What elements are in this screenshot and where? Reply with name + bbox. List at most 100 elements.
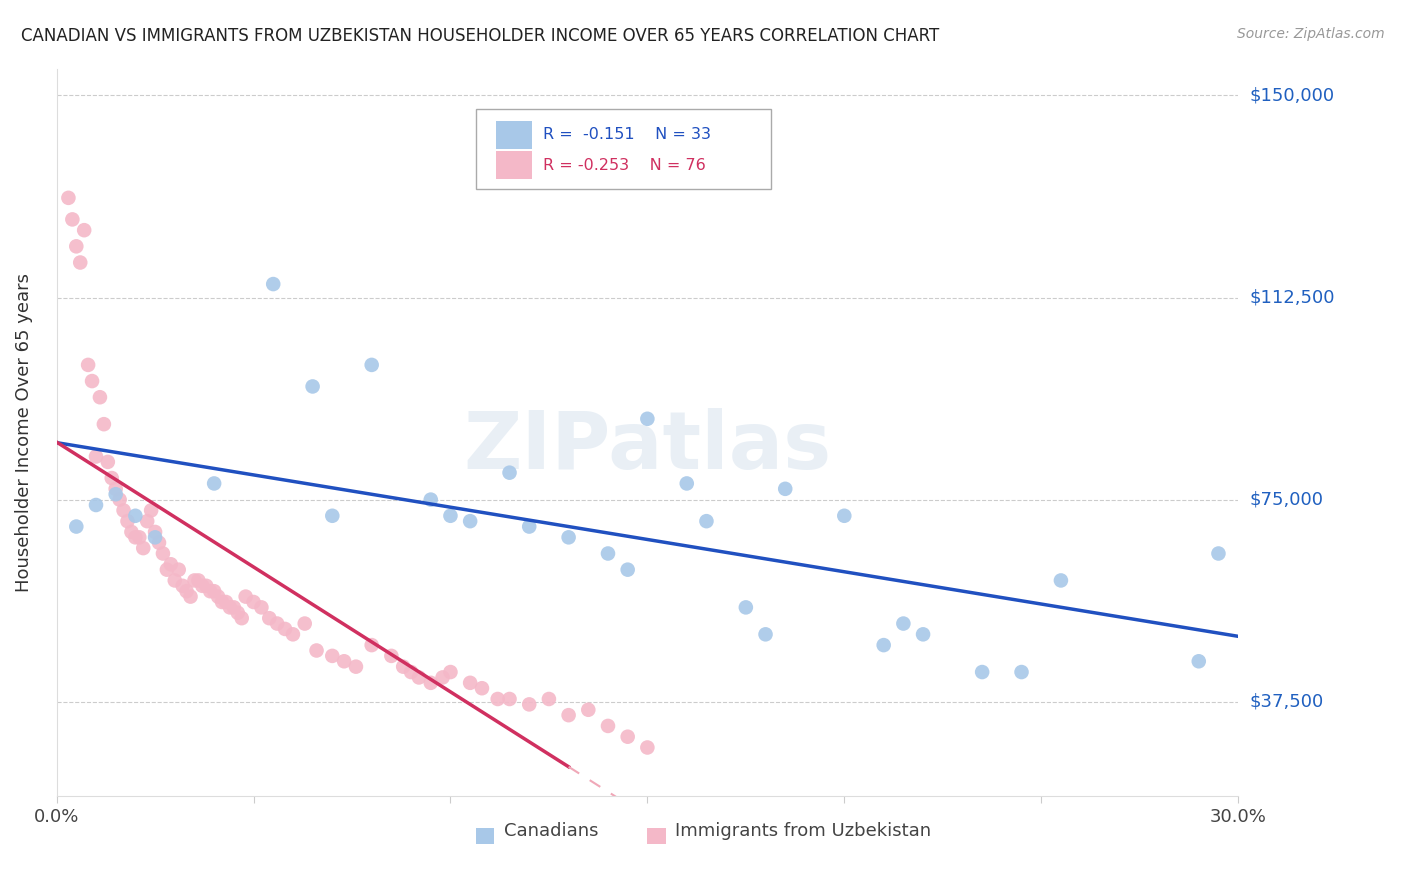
Text: CANADIAN VS IMMIGRANTS FROM UZBEKISTAN HOUSEHOLDER INCOME OVER 65 YEARS CORRELAT: CANADIAN VS IMMIGRANTS FROM UZBEKISTAN H…: [21, 27, 939, 45]
Point: [259, 611, 281, 625]
Point: [458, 514, 481, 528]
Point: [120, 524, 142, 539]
Point: [439, 508, 461, 523]
Point: [139, 503, 162, 517]
Point: [266, 616, 288, 631]
Point: [77, 358, 100, 372]
Y-axis label: Householder Income Over 65 years: Householder Income Over 65 years: [15, 273, 32, 591]
Point: [93, 417, 115, 432]
Text: Source: ZipAtlas.com: Source: ZipAtlas.com: [1237, 27, 1385, 41]
Point: [596, 547, 619, 561]
Point: [65, 239, 87, 253]
Text: $37,500: $37,500: [1250, 693, 1323, 711]
Text: Immigrants from Uzbekistan: Immigrants from Uzbekistan: [675, 822, 931, 840]
Point: [231, 611, 253, 625]
Point: [294, 616, 316, 631]
Point: [159, 558, 181, 572]
Point: [912, 627, 935, 641]
Point: [498, 466, 520, 480]
FancyBboxPatch shape: [496, 152, 531, 179]
Point: [84, 450, 107, 464]
Point: [458, 676, 481, 690]
Point: [360, 638, 382, 652]
Point: [773, 482, 796, 496]
Point: [281, 627, 304, 641]
Point: [498, 692, 520, 706]
Point: [893, 616, 915, 631]
Point: [195, 579, 218, 593]
Point: [333, 654, 356, 668]
Point: [180, 590, 202, 604]
Point: [675, 476, 697, 491]
FancyBboxPatch shape: [647, 828, 665, 844]
Point: [136, 514, 159, 528]
Point: [596, 719, 619, 733]
Point: [1050, 574, 1073, 588]
Point: [305, 643, 328, 657]
Point: [832, 508, 855, 523]
Point: [1011, 665, 1033, 679]
Point: [274, 622, 297, 636]
Point: [734, 600, 756, 615]
Point: [754, 627, 776, 641]
Text: R =  -0.151    N = 33: R = -0.151 N = 33: [543, 128, 711, 142]
Point: [636, 740, 658, 755]
Point: [321, 648, 343, 663]
Point: [108, 492, 131, 507]
Point: [117, 514, 139, 528]
Point: [202, 476, 225, 491]
Text: $112,500: $112,500: [1250, 288, 1334, 307]
Point: [143, 524, 166, 539]
Point: [408, 670, 430, 684]
Point: [972, 665, 994, 679]
Point: [301, 379, 323, 393]
Point: [211, 595, 233, 609]
Point: [202, 584, 225, 599]
Point: [695, 514, 717, 528]
Point: [191, 579, 214, 593]
Point: [104, 487, 127, 501]
Point: [486, 692, 509, 706]
Point: [517, 519, 540, 533]
Point: [73, 223, 96, 237]
Point: [187, 574, 209, 588]
Point: [321, 508, 343, 523]
Text: R = -0.253    N = 76: R = -0.253 N = 76: [543, 158, 706, 173]
Point: [235, 590, 257, 604]
Point: [1208, 547, 1230, 561]
Point: [176, 584, 198, 599]
Point: [200, 584, 222, 599]
Point: [143, 530, 166, 544]
Point: [80, 374, 103, 388]
Point: [124, 530, 146, 544]
Point: [537, 692, 560, 706]
Point: [557, 708, 579, 723]
FancyBboxPatch shape: [496, 121, 531, 149]
Point: [69, 255, 91, 269]
Point: [112, 503, 135, 517]
Point: [207, 590, 229, 604]
FancyBboxPatch shape: [477, 828, 495, 844]
Text: Canadians: Canadians: [503, 822, 598, 840]
Point: [183, 574, 205, 588]
Point: [250, 600, 273, 615]
Point: [60, 212, 83, 227]
Point: [156, 563, 179, 577]
Point: [517, 698, 540, 712]
Point: [439, 665, 461, 679]
Point: [222, 600, 245, 615]
Point: [167, 563, 190, 577]
Point: [344, 659, 367, 673]
Point: [226, 606, 249, 620]
Point: [419, 676, 441, 690]
Point: [104, 482, 127, 496]
Point: [399, 665, 422, 679]
Point: [219, 600, 242, 615]
FancyBboxPatch shape: [477, 109, 772, 188]
Point: [148, 535, 170, 549]
Point: [100, 471, 122, 485]
Point: [58, 191, 80, 205]
Point: [616, 730, 638, 744]
Point: [128, 530, 150, 544]
Point: [471, 681, 494, 696]
